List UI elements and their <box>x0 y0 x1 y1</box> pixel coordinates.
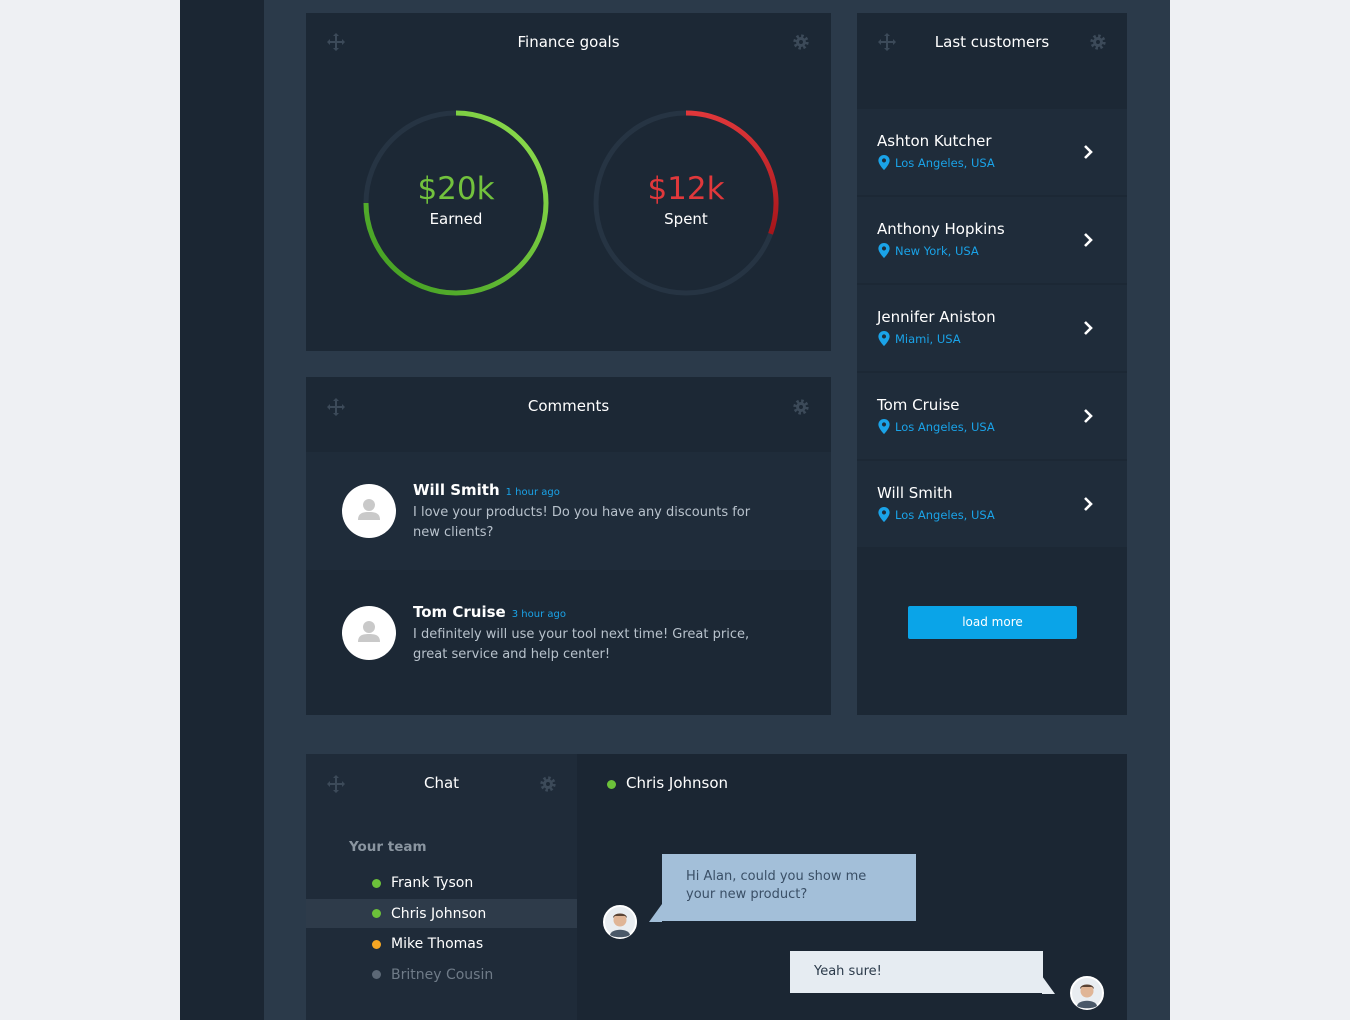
chevron-icon[interactable] <box>1083 320 1093 336</box>
customer-row[interactable]: Will Smith Los Angeles, USA <box>857 461 1127 547</box>
comment-author: Will Smith <box>413 481 500 499</box>
comments-panel: Comments Will Smith 1 hour ago I love you… <box>306 377 831 715</box>
active-status <box>607 780 616 789</box>
selected-row <box>306 898 577 928</box>
chevron-icon[interactable] <box>1083 144 1093 160</box>
load-more-button[interactable]: load more <box>908 606 1077 639</box>
comment-row: Will Smith 1 hour ago I love your product… <box>306 452 831 570</box>
comment-time: 1 hour ago <box>505 487 560 498</box>
earned-ring <box>363 110 549 296</box>
chevron-icon[interactable] <box>1083 496 1093 512</box>
customer-row[interactable]: Tom Cruise Los Angeles, USA <box>857 373 1127 459</box>
customer-row[interactable]: Ashton Kutcher Los Angeles, USA <box>857 109 1127 195</box>
status-dot <box>372 909 381 918</box>
pin-icon <box>878 419 890 434</box>
avatar <box>342 606 396 660</box>
chat-sidebar <box>306 754 577 1020</box>
status-dot <box>372 970 381 979</box>
earned-amount: $20k <box>417 171 495 207</box>
panel-title: Chat <box>423 774 460 792</box>
customer-row[interactable]: Anthony Hopkins New York, USA <box>857 197 1127 283</box>
customer-name: Jennifer Aniston <box>877 308 996 326</box>
comment-header: Will Smith 1 hour ago <box>413 480 560 503</box>
comment-text: I definitely will use your tool next tim… <box>413 627 750 662</box>
customer-location: Los Angeles, USA <box>895 420 995 434</box>
team-member[interactable]: Mike Thomas <box>391 936 484 952</box>
spent-ring <box>685 110 779 235</box>
pin-icon <box>878 155 890 170</box>
team-member[interactable]: Chris Johnson <box>391 905 487 922</box>
bubble-tail <box>649 904 662 922</box>
rings <box>363 110 779 296</box>
bubble-tail <box>1042 976 1055 994</box>
message-received: Hi Alan, could you show me your new prod… <box>662 854 916 921</box>
sidebar <box>180 0 264 1020</box>
avatar <box>1070 976 1104 1010</box>
comment-row: Tom Cruise 3 hour ago I definitely will u… <box>306 574 831 692</box>
message-sent: Yeah sure! <box>790 951 1043 993</box>
panel-title: Last customers <box>934 33 1050 51</box>
customer-location: New York, USA <box>895 244 979 258</box>
active-contact: Chris Johnson <box>626 774 729 792</box>
comment-text: I love your products! Do you have any di… <box>413 505 751 540</box>
chevron-icon[interactable] <box>1083 408 1093 424</box>
team-heading: Your team <box>349 839 427 855</box>
panel-title: Comments <box>527 397 610 415</box>
avatar <box>342 484 396 538</box>
customer-row[interactable]: Jennifer Aniston Miami, USA <box>857 285 1127 371</box>
customer-name: Anthony Hopkins <box>877 220 1005 238</box>
status-dot <box>372 939 381 949</box>
pin-icon <box>878 507 890 522</box>
customer-name: Ashton Kutcher <box>877 132 992 150</box>
spent-label: Spent <box>664 210 708 228</box>
customer-name: Will Smith <box>877 484 953 502</box>
comment-author: Tom Cruise <box>413 603 506 621</box>
pin-icon <box>878 331 890 346</box>
spent-amount: $12k <box>647 171 725 207</box>
team-member[interactable]: Britney Cousin <box>391 966 494 983</box>
team-member[interactable]: Frank Tyson <box>391 875 474 891</box>
customer-name: Tom Cruise <box>877 396 960 414</box>
customer-location: Miami, USA <box>895 332 961 346</box>
comment-header: Tom Cruise 3 hour ago <box>413 602 566 625</box>
customer-location: Los Angeles, USA <box>895 156 995 170</box>
customer-location: Los Angeles, USA <box>895 508 995 522</box>
status-dot <box>372 878 381 888</box>
panel-title: Finance goals <box>517 33 620 51</box>
customers-panel: Last customers Ashton Kutcher Los Angele… <box>857 13 1127 715</box>
chat-panel: Chat Your team Frank Tyson Chris Johnson… <box>306 754 1127 1020</box>
pin-icon <box>878 243 890 258</box>
avatar <box>603 905 637 939</box>
comment-time: 3 hour ago <box>511 609 566 620</box>
finance-panel: Finance goals $20k Earned $12k Spent <box>306 13 831 351</box>
earned-label: Earned <box>429 210 483 228</box>
chevron-icon[interactable] <box>1083 232 1093 248</box>
